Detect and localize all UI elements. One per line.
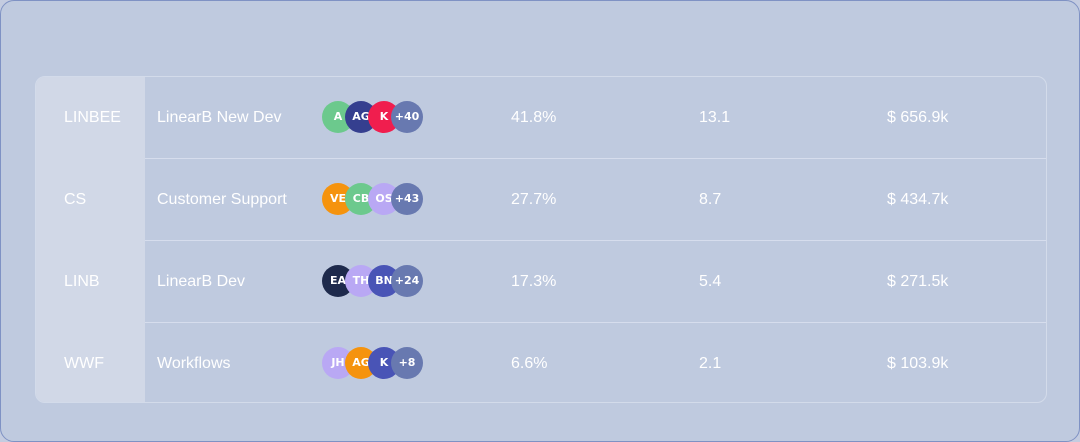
metric-value: 5.4 [699,273,722,290]
row-divider [145,158,1046,159]
team-key: LINBEE [64,109,121,126]
team-key: WWF [64,355,104,372]
metric-value: 13.1 [699,109,731,126]
percentage-value: 17.3% [511,273,557,290]
table-row[interactable]: LINB LinearB Dev EA TH BN +24 17.3% 5.4 … [36,241,1046,322]
metric-value: 2.1 [699,355,722,372]
cost-value: $ 103.9k [887,355,949,372]
avatar-overflow-count[interactable]: +43 [391,183,423,215]
percentage-value: 41.8% [511,109,557,126]
cost-value: $ 434.7k [887,191,949,208]
team-name[interactable]: LinearB Dev [157,273,246,290]
team-name[interactable]: Customer Support [157,191,287,208]
avatar-overflow-count[interactable]: +24 [391,265,423,297]
cost-value: $ 656.9k [887,109,949,126]
team-name[interactable]: LinearB New Dev [157,109,282,126]
teams-table: LINBEE LinearB New Dev A AG K +40 41.8% … [35,76,1047,403]
avatar-overflow-count[interactable]: +8 [391,347,423,379]
metric-value: 8.7 [699,191,722,208]
team-name[interactable]: Workflows [157,355,231,372]
percentage-value: 6.6% [511,355,548,372]
avatar-overflow-count[interactable]: +40 [391,101,423,133]
team-key: LINB [64,273,100,290]
table-row[interactable]: WWF Workflows JH AG K +8 6.6% 2.1 $ 103.… [36,323,1046,402]
table-row[interactable]: CS Customer Support VE CB OS +43 27.7% 8… [36,159,1046,240]
key-column [36,77,145,402]
row-divider [145,240,1046,241]
cost-value: $ 271.5k [887,273,949,290]
team-key: CS [64,191,87,208]
table-row[interactable]: LINBEE LinearB New Dev A AG K +40 41.8% … [36,77,1046,158]
percentage-value: 27.7% [511,191,557,208]
row-divider [145,322,1046,323]
